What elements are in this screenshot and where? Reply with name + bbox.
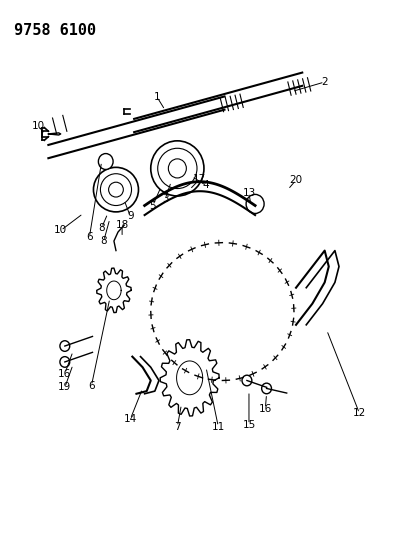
Ellipse shape xyxy=(151,141,204,196)
Text: 6: 6 xyxy=(88,381,95,391)
Text: 3: 3 xyxy=(162,194,169,204)
Text: 9: 9 xyxy=(127,211,133,221)
Ellipse shape xyxy=(246,195,264,214)
Text: 7: 7 xyxy=(174,422,181,432)
Ellipse shape xyxy=(98,154,113,169)
Text: 20: 20 xyxy=(290,175,302,185)
Text: 17: 17 xyxy=(193,174,206,184)
Text: 16: 16 xyxy=(259,403,272,414)
Text: 18: 18 xyxy=(115,220,129,230)
Text: 10: 10 xyxy=(54,225,67,236)
Text: 9758 6100: 9758 6100 xyxy=(14,22,96,38)
Ellipse shape xyxy=(94,167,138,212)
Text: 10: 10 xyxy=(32,121,45,131)
Text: 5: 5 xyxy=(150,200,156,211)
Text: 8: 8 xyxy=(101,236,107,246)
Text: 11: 11 xyxy=(212,422,225,432)
Text: 2: 2 xyxy=(321,77,328,87)
Text: 15: 15 xyxy=(242,419,255,430)
Text: 14: 14 xyxy=(124,414,137,424)
Text: 19: 19 xyxy=(58,382,71,392)
Text: 16: 16 xyxy=(58,369,71,378)
Text: 13: 13 xyxy=(242,188,255,198)
Text: 1: 1 xyxy=(154,92,160,102)
Text: 4: 4 xyxy=(203,180,209,190)
Text: 6: 6 xyxy=(86,232,93,243)
Text: 12: 12 xyxy=(353,408,366,418)
Text: 8: 8 xyxy=(98,223,105,233)
